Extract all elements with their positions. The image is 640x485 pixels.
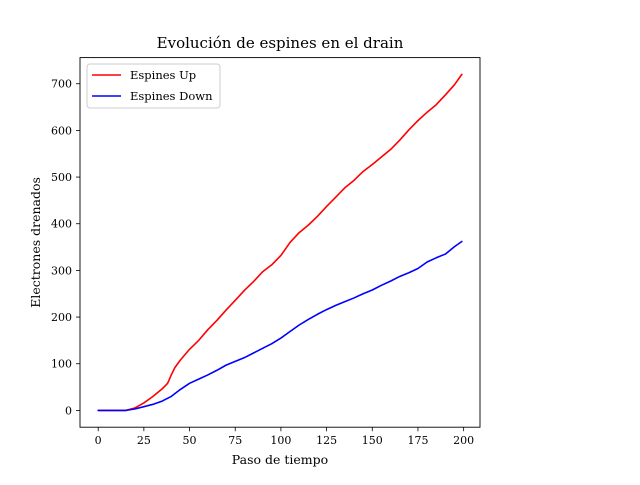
x-tick-label: 50 — [183, 434, 197, 447]
x-tick-label: 150 — [362, 434, 383, 447]
x-tick-label: 75 — [228, 434, 242, 447]
plot-area — [79, 57, 481, 428]
y-tick-label: 200 — [51, 311, 72, 324]
y-tick-label: 500 — [51, 171, 72, 184]
legend: Espines Up Espines Down — [86, 63, 221, 109]
y-tick-label: 100 — [51, 358, 72, 371]
y-tick-label: 300 — [51, 264, 72, 277]
x-tick-label: 125 — [316, 434, 337, 447]
y-axis: 0 100 200 300 400 500 600 700 — [51, 78, 80, 417]
legend-label-down: Espines Down — [130, 89, 213, 103]
x-tick-label: 175 — [407, 434, 428, 447]
y-tick-label: 0 — [65, 404, 72, 417]
x-tick-label: 0 — [95, 434, 102, 447]
y-axis-label: Electrones drenados — [28, 177, 43, 308]
legend-label-up: Espines Up — [130, 68, 196, 82]
x-tick-label: 200 — [453, 434, 474, 447]
x-axis-label: Paso de tiempo — [232, 452, 328, 467]
x-axis: 0 25 50 75 100 125 150 175 200 — [95, 427, 474, 447]
y-tick-label: 700 — [51, 78, 72, 91]
series-layer — [97, 73, 463, 412]
series-line-down — [97, 240, 463, 412]
x-tick-label: 100 — [270, 434, 291, 447]
series-line-up — [97, 73, 463, 412]
y-tick-label: 600 — [51, 124, 72, 137]
chart-title: Evolución de espines en el drain — [157, 34, 404, 52]
x-tick-label: 25 — [137, 434, 151, 447]
y-tick-label: 400 — [51, 218, 72, 231]
